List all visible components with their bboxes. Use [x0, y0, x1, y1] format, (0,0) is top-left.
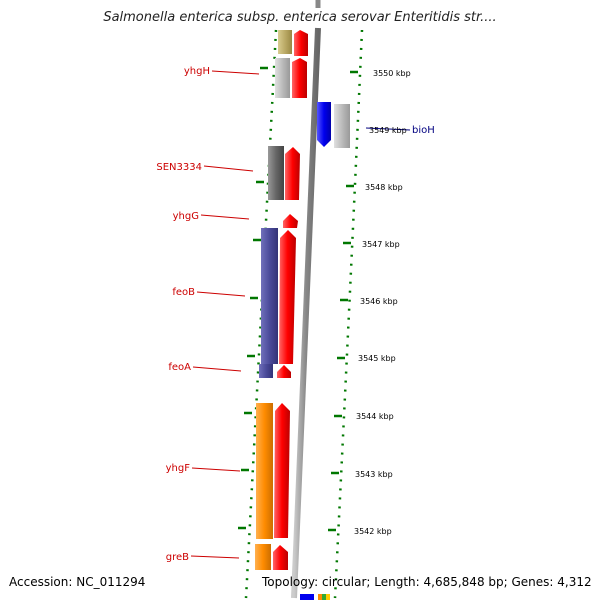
gene-block	[278, 30, 292, 54]
gene-arrow	[292, 58, 307, 98]
kbp-label: 3545 kbp	[358, 354, 396, 363]
gene-block	[261, 228, 278, 364]
outer-track-right	[333, 29, 364, 599]
kbp-label: 3549 kbp	[369, 126, 407, 135]
outer-track-left	[244, 29, 278, 599]
gene-label-SEN3334: SEN3334	[156, 162, 202, 173]
kbp-label: 3546 kbp	[360, 297, 398, 306]
gene-block	[268, 146, 284, 200]
gene-block	[259, 364, 273, 378]
gene-label-yhgF: yhgF	[166, 463, 191, 474]
map-title: Salmonella enterica subsp. enterica sero…	[103, 10, 497, 25]
gene-labels-right: bioH	[412, 125, 435, 136]
gene-labels-left: yhgH SEN3334 yhgG feoB feoA yhgF greB	[156, 66, 210, 563]
kbp-label: 3543 kbp	[355, 470, 393, 479]
gene-track-left[interactable]	[255, 30, 292, 570]
gene-label-yhgG: yhgG	[173, 211, 199, 222]
gene-label-bioH: bioH	[412, 125, 435, 136]
kbp-label: 3548 kbp	[365, 183, 403, 192]
kbp-label: 3542 kbp	[354, 527, 392, 536]
gene-arrow	[279, 230, 296, 364]
gene-block	[334, 104, 350, 148]
accession-text: Accession: NC_011294	[9, 575, 146, 589]
kbp-label: 3544 kbp	[356, 412, 394, 421]
gene-label-feoB: feoB	[172, 287, 195, 298]
gene-arrow	[277, 365, 291, 378]
gene-arrow	[274, 403, 290, 538]
gene-arrow	[283, 214, 298, 228]
kbp-label: 3550 kbp	[373, 69, 411, 78]
gene-block	[275, 58, 290, 98]
gene-arrow	[285, 147, 300, 200]
gene-label-greB: greB	[166, 552, 189, 563]
gene-arrow	[317, 102, 331, 147]
topology-text: Topology: circular; Length: 4,685,848 bp…	[262, 575, 592, 589]
right-tick-marks	[328, 70, 358, 532]
label-leader-lines	[190, 70, 411, 559]
kbp-labels: 3550 kbp 3549 kbp 3548 kbp 3547 kbp 3546…	[354, 69, 411, 536]
gene-block	[256, 403, 273, 539]
gene-track-middle[interactable]	[273, 30, 308, 570]
bottom-partial-genes	[300, 594, 330, 600]
left-tick-marks	[238, 66, 268, 530]
gene-label-yhgH: yhgH	[184, 66, 210, 77]
gene-track-right[interactable]	[317, 102, 350, 148]
kbp-label: 3547 kbp	[362, 240, 400, 249]
gene-arrow	[273, 545, 288, 570]
gene-label-feoA: feoA	[168, 362, 191, 373]
gene-block	[255, 544, 271, 570]
gene-arrow	[294, 30, 308, 56]
genome-backbone	[291, 27, 321, 599]
